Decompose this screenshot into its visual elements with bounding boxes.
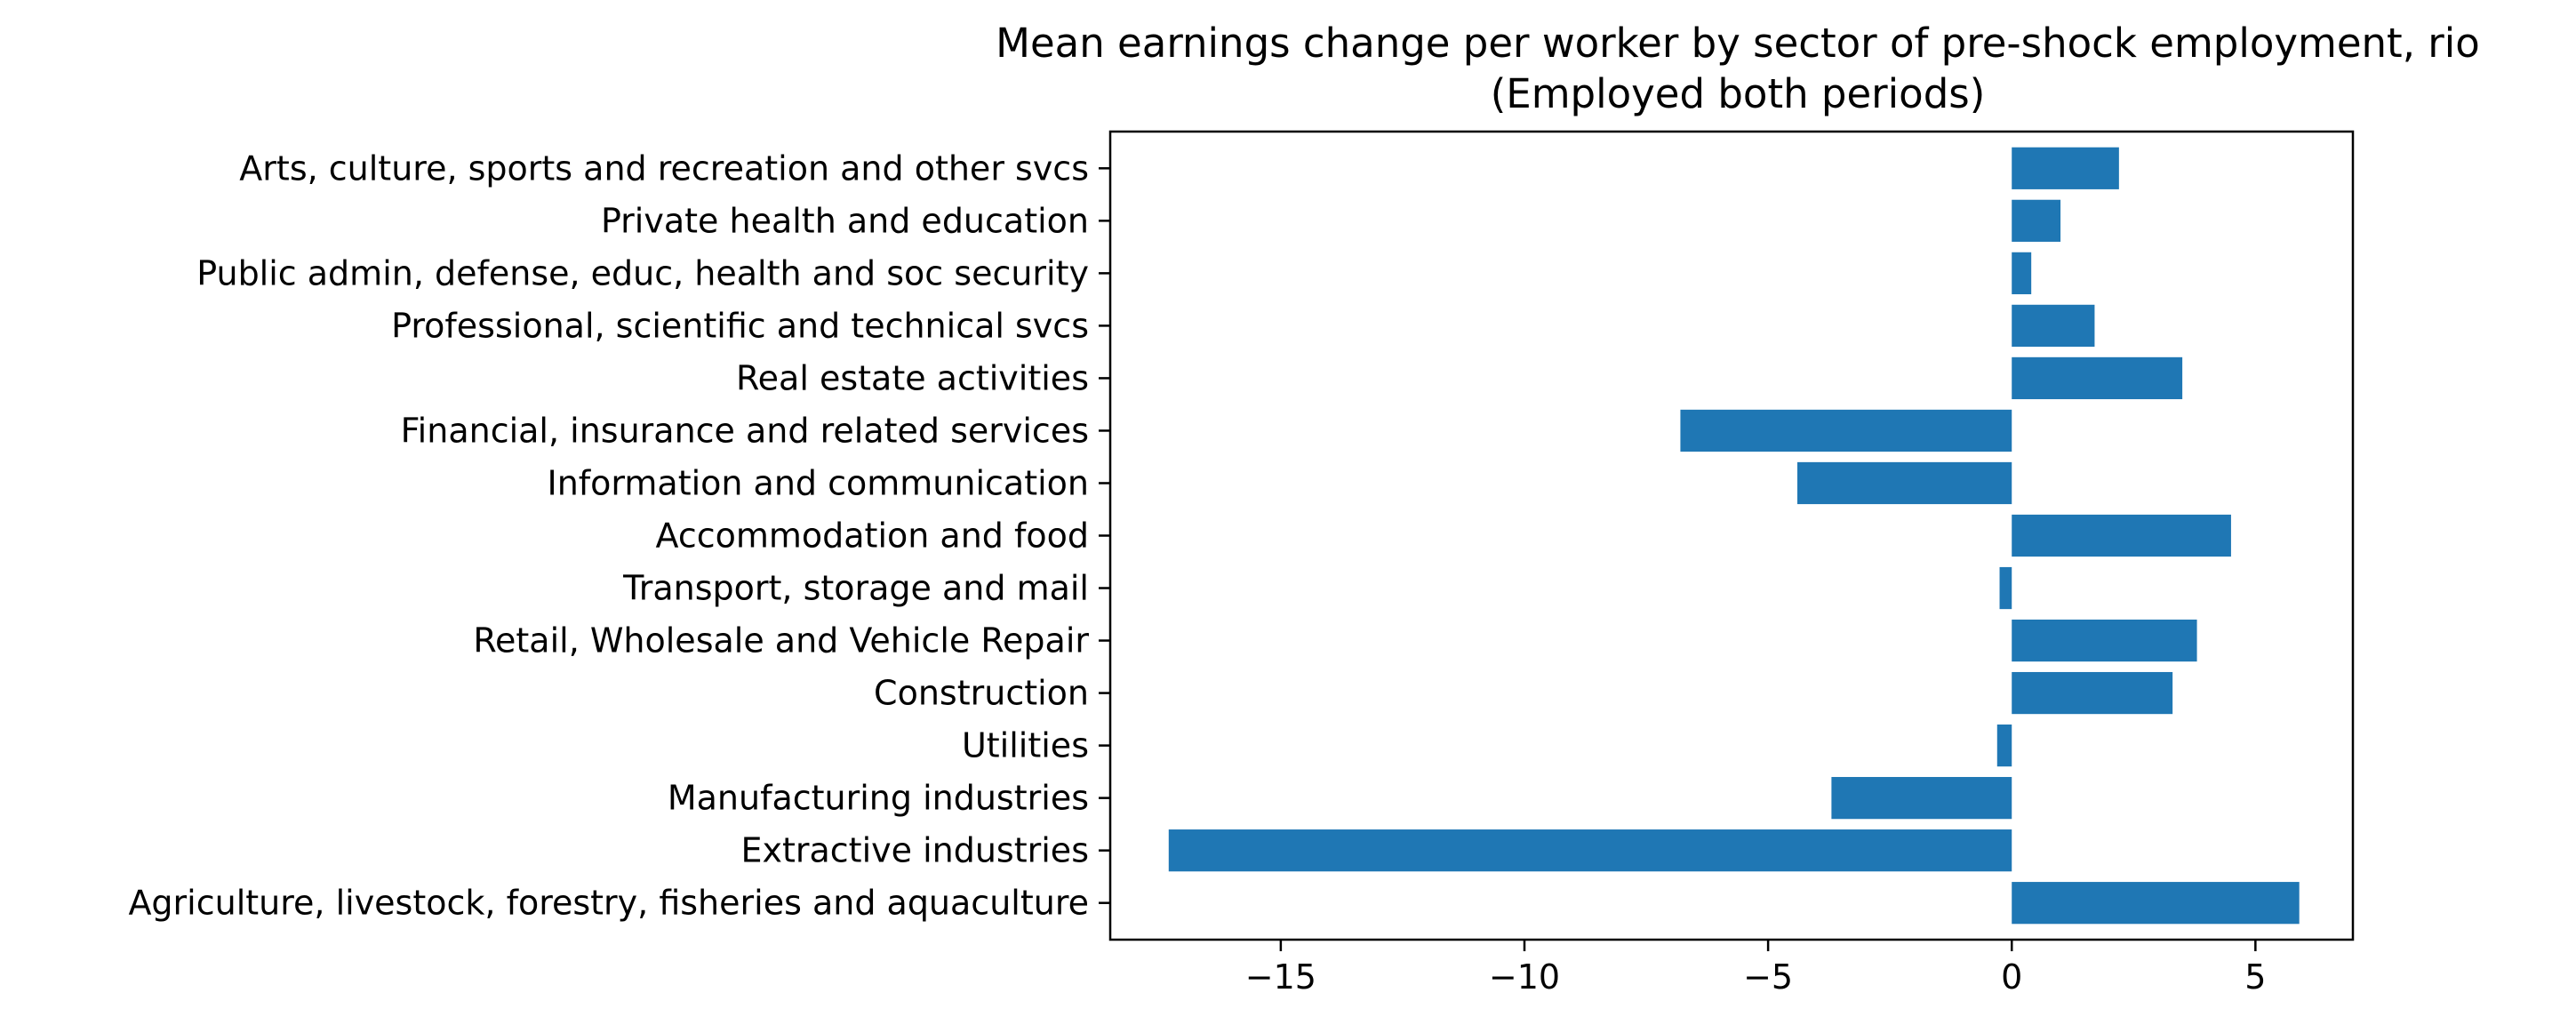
bar bbox=[1831, 777, 2012, 820]
y-axis-ticks: Agriculture, livestock, forestry, fisher… bbox=[128, 148, 1110, 923]
bar bbox=[2012, 356, 2183, 400]
y-tick-label: Public admin, defense, educ, health and … bbox=[196, 253, 1089, 292]
y-tick-label: Professional, scientific and technical s… bbox=[391, 306, 1089, 345]
x-tick-label: 5 bbox=[2244, 957, 2266, 997]
bar bbox=[1996, 724, 2012, 767]
bar bbox=[2012, 671, 2173, 715]
y-tick-label: Arts, culture, sports and recreation and… bbox=[239, 148, 1089, 188]
x-tick-label: −10 bbox=[1489, 957, 1560, 997]
y-tick-label: Transport, storage and mail bbox=[622, 569, 1089, 608]
y-tick-label: Extractive industries bbox=[740, 831, 1089, 870]
bar bbox=[2012, 304, 2095, 348]
chart-title: Mean earnings change per worker by secto… bbox=[996, 20, 2480, 67]
x-axis-ticks: −15 −10 −5 0 5 bbox=[1245, 940, 2266, 997]
bar bbox=[1168, 829, 2012, 872]
bars-layer bbox=[1168, 147, 2300, 925]
bar bbox=[1999, 566, 2012, 610]
x-tick-label: −15 bbox=[1245, 957, 1316, 997]
bar bbox=[2012, 882, 2300, 925]
bar bbox=[2012, 252, 2032, 294]
bar bbox=[1797, 461, 2012, 505]
y-tick-label: Utilities bbox=[962, 726, 1089, 765]
bar bbox=[2012, 147, 2119, 189]
y-tick-label: Financial, insurance and related service… bbox=[401, 411, 1089, 450]
y-tick-label: Manufacturing industries bbox=[668, 779, 1089, 818]
y-tick-label: Private health and education bbox=[601, 201, 1089, 240]
bar bbox=[1680, 409, 2012, 452]
bar bbox=[2012, 514, 2231, 557]
chart-subtitle: (Employed both periods) bbox=[1491, 70, 1986, 117]
x-tick-label: 0 bbox=[2001, 957, 2022, 997]
plot-frame bbox=[1108, 130, 2355, 941]
x-tick-label: −5 bbox=[1743, 957, 1793, 997]
y-tick-label: Information and communication bbox=[548, 463, 1089, 502]
bar bbox=[2012, 619, 2197, 662]
y-tick-label: Accommodation and food bbox=[656, 517, 1090, 556]
y-tick-label: Retail, Wholesale and Vehicle Repair bbox=[473, 621, 1089, 661]
bar bbox=[2012, 199, 2061, 242]
y-tick-label: Agriculture, livestock, forestry, fisher… bbox=[128, 884, 1089, 923]
y-tick-label: Construction bbox=[874, 674, 1089, 713]
y-tick-label: Real estate activities bbox=[736, 358, 1089, 397]
